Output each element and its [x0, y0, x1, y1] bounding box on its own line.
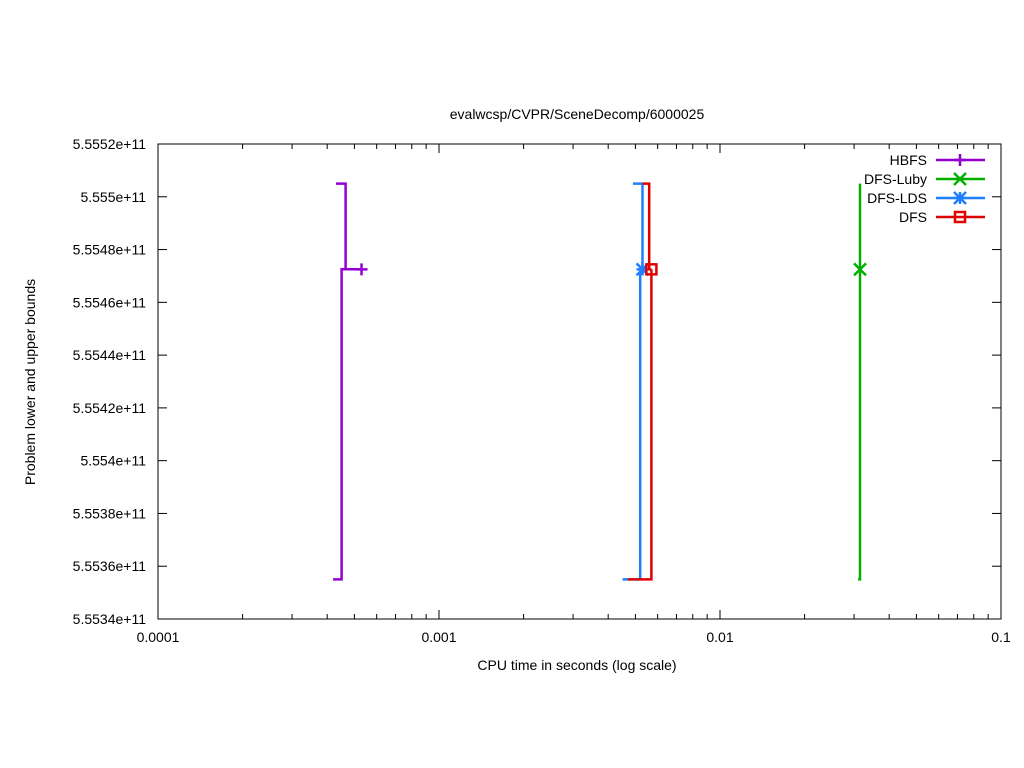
legend-marker: [953, 210, 967, 224]
series-dfs-lds: [622, 182, 650, 581]
series-dfs-lds-upper-bound: [632, 182, 644, 270]
y-tick-label: 5.554e+11: [80, 453, 146, 469]
y-axis-label: Problem lower and upper bounds: [22, 279, 38, 485]
chart-title: evalwcsp/CVPR/SceneDecomp/6000025: [450, 106, 705, 122]
y-tick-label: 5.5538e+11: [73, 505, 147, 521]
legend-marker: [953, 191, 967, 205]
legend-label: HBFS: [890, 152, 927, 168]
series-hbfs-lower-bound: [333, 268, 346, 581]
series-dfs-luby-lower-bound: [858, 269, 862, 581]
y-tick-label: 5.5552e+11: [73, 136, 147, 152]
series-hbfs-point: [355, 263, 368, 276]
legend-item-dfs-lds: DFS-LDS: [867, 190, 985, 206]
series-dfs-luby: [853, 183, 867, 581]
legend-label: DFS-LDS: [867, 190, 927, 206]
series-dfs-point: [645, 263, 658, 276]
legend: HBFS DFS-Luby DFS-LDS DFS: [864, 152, 985, 225]
series-hbfs: [333, 182, 368, 581]
legend-item-dfs-luby: DFS-Luby: [864, 171, 985, 187]
legend-marker: [954, 154, 966, 166]
y-tick-label: 5.5548e+11: [73, 242, 147, 258]
y-axis: 5.5534e+11 5.5536e+11 5.5538e+11 5.554e+11 5…: [73, 136, 1001, 627]
legend-marker: [953, 172, 967, 186]
y-tick-label: 5.5546e+11: [73, 294, 147, 310]
series-dfs-luby-point: [853, 262, 867, 277]
y-tick-label: 5.5542e+11: [73, 400, 147, 416]
series-hbfs-upper-bound: [336, 182, 362, 271]
series-dfs-lower-bound: [627, 269, 653, 581]
series-dfs-upper-bound: [642, 182, 652, 271]
series-dfs-lds-lower-bound: [622, 269, 642, 581]
x-tick-label: 0.0001: [137, 629, 180, 645]
series-dfs: [627, 182, 658, 581]
legend-label: DFS: [899, 209, 927, 225]
y-tick-label: 5.5534e+11: [73, 611, 147, 627]
x-tick-label: 0.01: [706, 629, 733, 645]
x-axis: 0.0001 0.001 0.01 0.1: [137, 144, 1011, 645]
legend-item-hbfs: HBFS: [890, 152, 985, 168]
series-dfs-lds-point: [635, 262, 650, 277]
y-tick-label: 5.5536e+11: [73, 558, 147, 574]
x-axis-label: CPU time in seconds (log scale): [477, 657, 676, 673]
series-layer: [333, 182, 867, 581]
y-tick-label: 5.5544e+11: [73, 347, 147, 363]
x-tick-label: 0.001: [421, 629, 456, 645]
legend-item-dfs: DFS: [899, 209, 985, 225]
y-tick-label: 5.555e+11: [80, 189, 146, 205]
plot-border: [157, 143, 1002, 620]
legend-label: DFS-Luby: [864, 171, 927, 187]
x-tick-label: 0.1: [991, 629, 1011, 645]
